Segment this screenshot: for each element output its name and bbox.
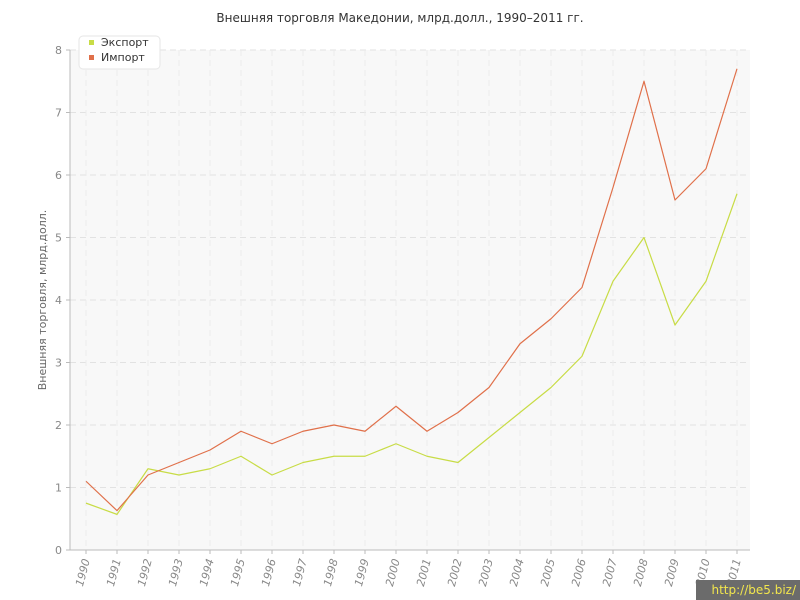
y-tick-label: 7 xyxy=(55,107,62,120)
legend-box xyxy=(78,35,161,70)
y-tick-label: 5 xyxy=(55,232,62,245)
x-tick-label: 1997 xyxy=(290,557,310,587)
x-tick-label: 1992 xyxy=(135,557,155,587)
x-tick-label: 1991 xyxy=(104,557,124,587)
x-tick-label: 1994 xyxy=(197,557,217,587)
x-tick-label: 2003 xyxy=(476,557,496,587)
legend-label[interactable]: Экспорт xyxy=(101,36,149,49)
y-tick-label: 2 xyxy=(55,419,62,432)
x-tick-label: 2006 xyxy=(569,557,589,587)
series-line xyxy=(85,193,738,515)
x-tick-label: 2008 xyxy=(631,557,651,587)
x-tick-label: 2007 xyxy=(600,557,620,587)
y-tick-label: 3 xyxy=(55,357,62,370)
x-tick-label: 2000 xyxy=(383,557,403,587)
legend-label[interactable]: Импорт xyxy=(101,51,145,64)
series-line xyxy=(85,68,738,512)
x-tick-label: 2005 xyxy=(538,557,558,587)
y-tick-label: 4 xyxy=(55,294,62,307)
x-tick-label: 1993 xyxy=(166,557,186,587)
y-axis-label: Внешняя торговля, млрд.долл. xyxy=(36,210,49,391)
y-tick-label: 6 xyxy=(55,169,62,182)
y-tick-label: 0 xyxy=(55,544,62,557)
chart-title: Внешняя торговля Македонии, млрд.долл., … xyxy=(216,11,583,25)
x-tick-label: 2002 xyxy=(445,557,465,587)
x-tick-label: 2001 xyxy=(414,557,434,587)
watermark-link[interactable]: http://be5.biz/ xyxy=(696,580,800,600)
x-tick-label: 1999 xyxy=(352,557,372,587)
y-tick-label: 1 xyxy=(55,482,62,495)
y-tick-label: 8 xyxy=(55,44,62,57)
x-tick-label: 1990 xyxy=(73,557,93,587)
legend-swatch xyxy=(89,55,94,60)
x-tick-label: 2009 xyxy=(662,557,682,587)
x-tick-label: 1998 xyxy=(321,557,341,587)
legend-swatch xyxy=(89,40,94,45)
x-tick-label: 1995 xyxy=(228,557,248,587)
x-tick-label: 1996 xyxy=(259,557,279,587)
x-tick-label: 2004 xyxy=(507,557,527,587)
